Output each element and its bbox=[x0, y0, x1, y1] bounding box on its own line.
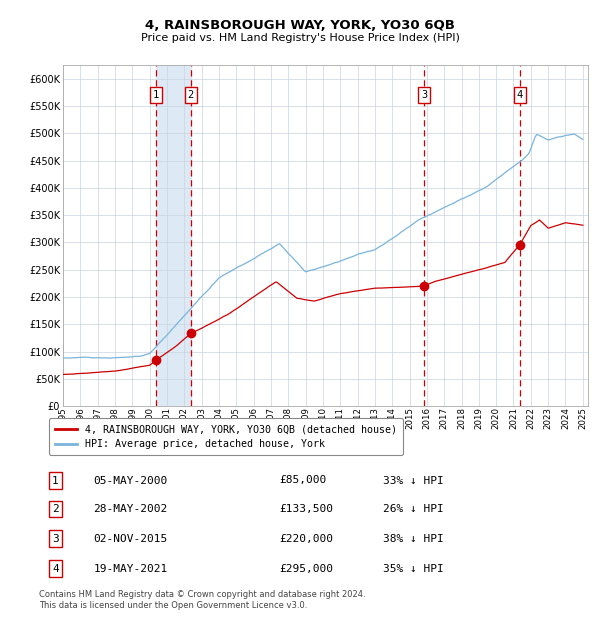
Text: 38% ↓ HPI: 38% ↓ HPI bbox=[383, 534, 444, 544]
Text: 33% ↓ HPI: 33% ↓ HPI bbox=[383, 476, 444, 485]
Text: Price paid vs. HM Land Registry's House Price Index (HPI): Price paid vs. HM Land Registry's House … bbox=[140, 33, 460, 43]
Text: 4: 4 bbox=[52, 564, 59, 574]
Text: 3: 3 bbox=[52, 534, 59, 544]
Text: £295,000: £295,000 bbox=[279, 564, 333, 574]
Text: 3: 3 bbox=[421, 90, 427, 100]
Text: £85,000: £85,000 bbox=[279, 476, 326, 485]
Text: £133,500: £133,500 bbox=[279, 504, 333, 514]
Text: Contains HM Land Registry data © Crown copyright and database right 2024.: Contains HM Land Registry data © Crown c… bbox=[39, 590, 365, 600]
Bar bbox=[156, 65, 191, 406]
Legend: 4, RAINSBOROUGH WAY, YORK, YO30 6QB (detached house), HPI: Average price, detach: 4, RAINSBOROUGH WAY, YORK, YO30 6QB (det… bbox=[49, 418, 403, 455]
Text: 4, RAINSBOROUGH WAY, YORK, YO30 6QB: 4, RAINSBOROUGH WAY, YORK, YO30 6QB bbox=[145, 19, 455, 32]
Text: 1: 1 bbox=[52, 476, 59, 485]
Text: 4: 4 bbox=[517, 90, 523, 100]
Text: 35% ↓ HPI: 35% ↓ HPI bbox=[383, 564, 444, 574]
Text: 05-MAY-2000: 05-MAY-2000 bbox=[94, 476, 168, 485]
Text: 19-MAY-2021: 19-MAY-2021 bbox=[94, 564, 168, 574]
Text: 2: 2 bbox=[52, 504, 59, 514]
Text: 2: 2 bbox=[188, 90, 194, 100]
Text: 1: 1 bbox=[153, 90, 159, 100]
Text: 26% ↓ HPI: 26% ↓ HPI bbox=[383, 504, 444, 514]
Text: This data is licensed under the Open Government Licence v3.0.: This data is licensed under the Open Gov… bbox=[39, 601, 307, 611]
Text: 28-MAY-2002: 28-MAY-2002 bbox=[94, 504, 168, 514]
Text: 02-NOV-2015: 02-NOV-2015 bbox=[94, 534, 168, 544]
Text: £220,000: £220,000 bbox=[279, 534, 333, 544]
